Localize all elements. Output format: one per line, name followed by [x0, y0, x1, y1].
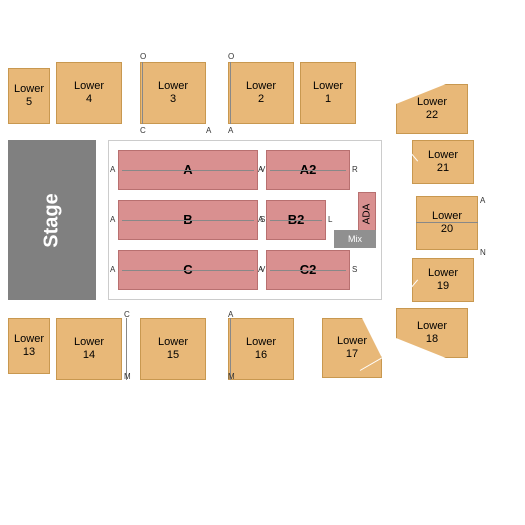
row-marker: M [228, 372, 235, 381]
row-label: A [110, 215, 115, 224]
mix-section: Mix [334, 230, 376, 248]
lower-16[interactable]: Lower 16 [228, 318, 294, 380]
stage-label: Stage [41, 193, 64, 247]
row-label: A [258, 215, 263, 224]
lower-3[interactable]: Lower 3 [140, 62, 206, 124]
lower-21[interactable]: Lower 21 [412, 140, 474, 184]
lower-20[interactable]: Lower 20 [416, 196, 478, 250]
lower-4[interactable]: Lower 4 [56, 62, 122, 124]
row-marker: N [480, 248, 486, 257]
lower-19[interactable]: Lower 19 [412, 258, 474, 302]
lower-17[interactable]: Lower 17 [322, 318, 382, 378]
row-marker: O [140, 52, 146, 61]
row-marker: M [124, 372, 131, 381]
row-label: R [352, 165, 358, 174]
row-marker: A [228, 126, 233, 135]
lower-5[interactable]: Lower 5 [8, 68, 50, 124]
row-label: S [352, 265, 357, 274]
lower-2[interactable]: Lower 2 [228, 62, 294, 124]
row-label: A [258, 165, 263, 174]
lower-13[interactable]: Lower 13 [8, 318, 50, 374]
lower-1[interactable]: Lower 1 [300, 62, 356, 124]
row-marker: A [480, 196, 485, 205]
lower-15[interactable]: Lower 15 [140, 318, 206, 380]
row-label: L [328, 215, 332, 224]
seating-chart: Stage Lower 5Lower 4Lower 3Lower 2Lower … [0, 0, 525, 525]
row-label: A [258, 265, 263, 274]
ada-label: ADA [361, 204, 373, 225]
row-label: A [110, 165, 115, 174]
mix-label: Mix [348, 234, 362, 245]
stage-block: Stage [8, 140, 96, 300]
row-marker: O [228, 52, 234, 61]
row-marker: A [206, 126, 211, 135]
row-label: A [110, 265, 115, 274]
lower-14[interactable]: Lower 14 [56, 318, 122, 380]
lower-18[interactable]: Lower 18 [396, 308, 468, 358]
row-marker: C [140, 126, 146, 135]
lower-22[interactable]: Lower 22 [396, 84, 468, 134]
